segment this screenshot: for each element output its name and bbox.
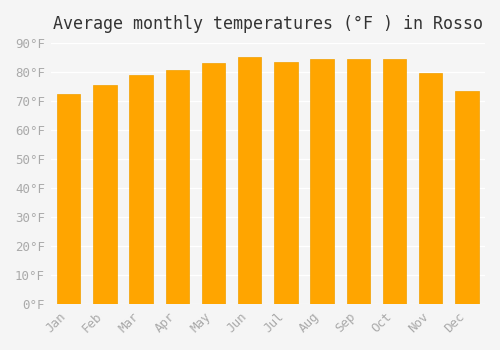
Bar xyxy=(419,74,442,304)
Bar xyxy=(310,59,334,304)
Title: Average monthly temperatures (°F ) in Rosso: Average monthly temperatures (°F ) in Ro… xyxy=(53,15,483,33)
Bar xyxy=(166,70,189,304)
Bar xyxy=(202,63,225,305)
Bar xyxy=(455,91,478,304)
Bar xyxy=(346,59,370,304)
Bar xyxy=(93,85,116,304)
Bar xyxy=(130,75,153,304)
Bar xyxy=(238,57,262,304)
Bar xyxy=(382,59,406,304)
Bar xyxy=(274,62,297,304)
Bar xyxy=(57,94,80,304)
